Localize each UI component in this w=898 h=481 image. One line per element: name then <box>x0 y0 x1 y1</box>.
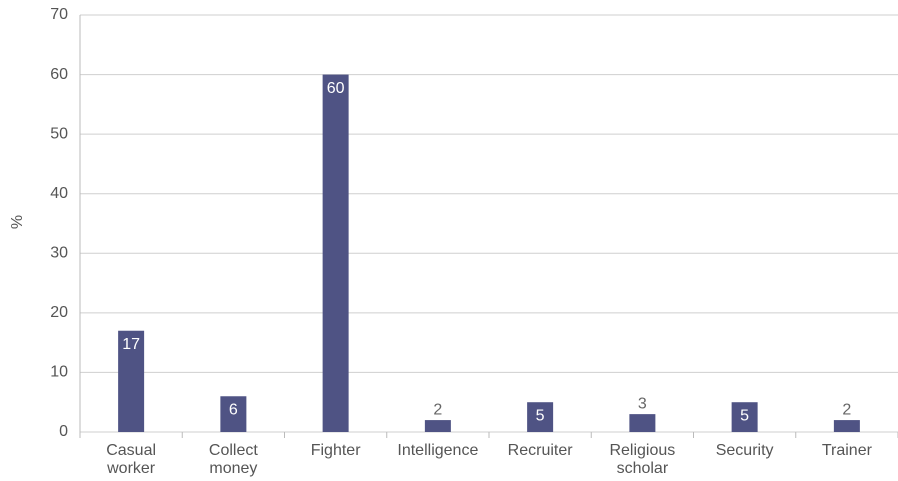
y-axis-label: % <box>9 215 26 229</box>
data-label: 17 <box>122 336 140 353</box>
data-label: 5 <box>536 407 545 424</box>
x-tick-label: Casual <box>106 442 156 459</box>
data-label: 2 <box>842 401 851 418</box>
data-label: 2 <box>433 401 442 418</box>
bar <box>322 74 349 433</box>
data-label: 5 <box>740 407 749 424</box>
y-tick-label: 0 <box>59 423 68 440</box>
y-tick-label: 40 <box>50 185 68 202</box>
bar <box>629 414 656 432</box>
y-tick-label: 20 <box>50 304 68 321</box>
bar <box>731 402 758 432</box>
bar <box>833 420 860 432</box>
x-tick-label: scholar <box>617 460 669 477</box>
x-tick-label: Fighter <box>311 442 361 459</box>
x-tick-label: Security <box>716 442 774 459</box>
x-tick-label: Trainer <box>822 442 873 459</box>
y-tick-label: 30 <box>50 245 68 262</box>
data-label: 60 <box>327 80 345 97</box>
x-tick-label: Religious <box>609 442 675 459</box>
x-tick-label: worker <box>106 460 156 477</box>
x-tick-label: Collect <box>209 442 258 459</box>
y-tick-label: 70 <box>50 6 68 23</box>
x-tick-label: Intelligence <box>397 442 478 459</box>
x-tick-label: money <box>209 460 257 477</box>
data-label: 3 <box>638 395 647 412</box>
bar <box>220 396 247 432</box>
y-tick-label: 10 <box>50 364 68 381</box>
bar <box>527 402 554 432</box>
bar <box>118 330 145 432</box>
x-tick-label: Recruiter <box>508 442 574 459</box>
bar <box>424 420 451 432</box>
y-tick-label: 50 <box>50 125 68 142</box>
y-tick-label: 60 <box>50 66 68 83</box>
data-label: 6 <box>229 401 238 418</box>
